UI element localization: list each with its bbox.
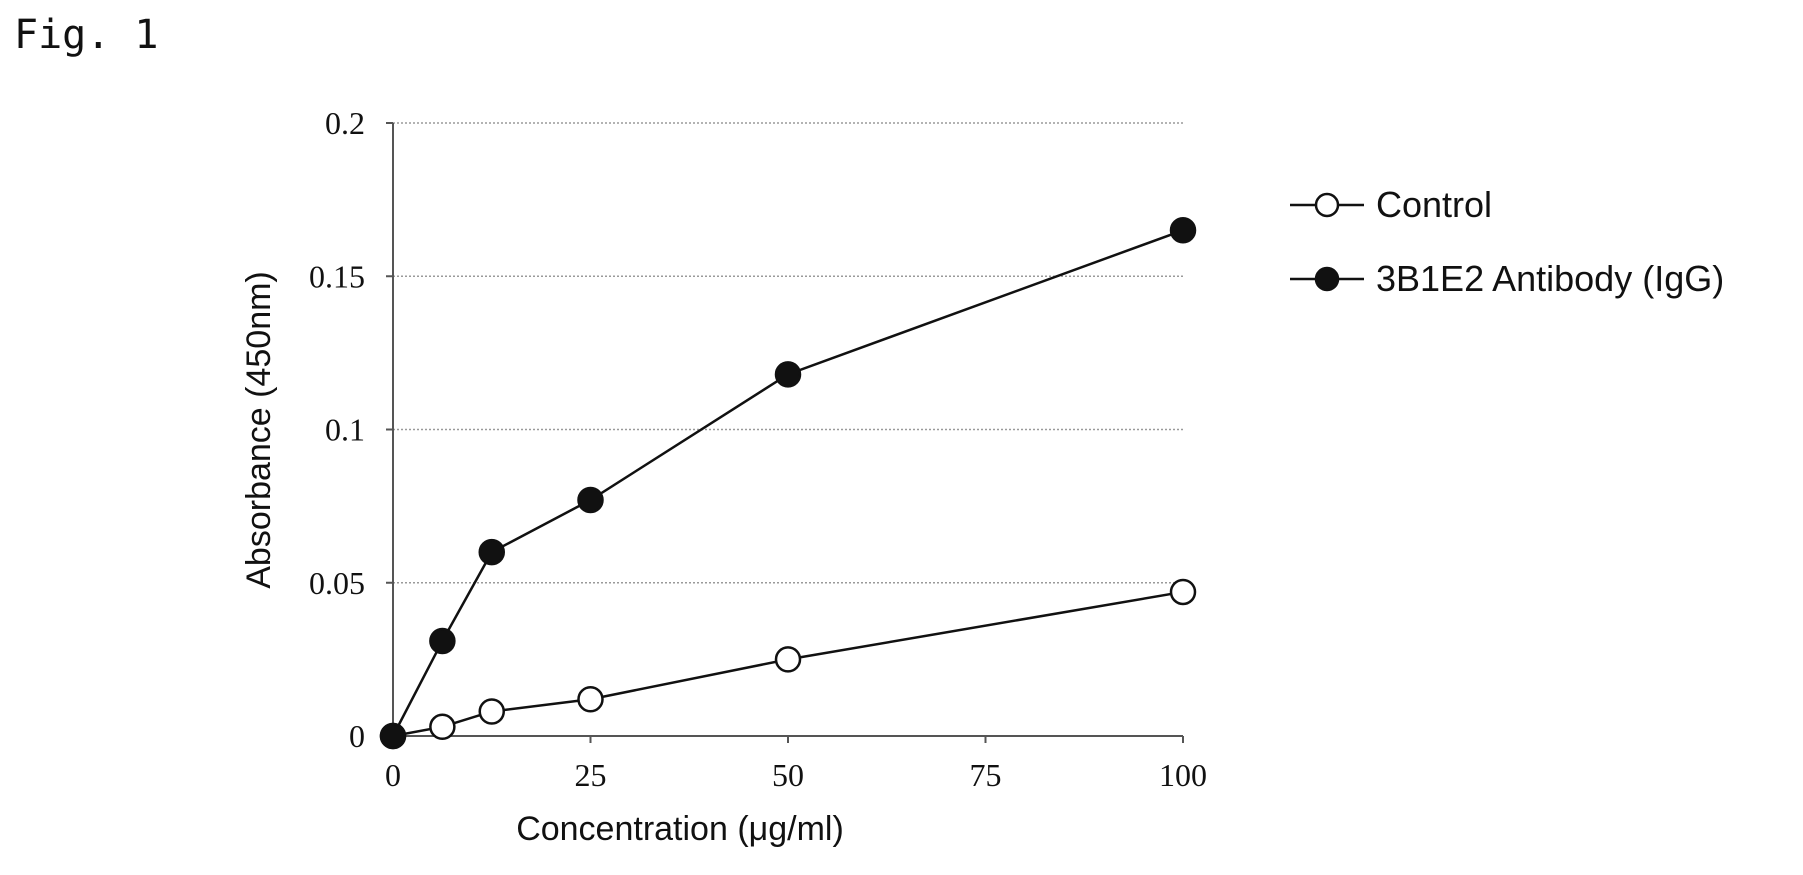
data-point-series-1 xyxy=(379,722,407,750)
series-layer xyxy=(379,217,1197,750)
y-tick-label: 0.15 xyxy=(309,258,365,294)
y-axis-label: Absorbance (450nm) xyxy=(240,271,278,589)
data-point-series-0 xyxy=(1169,578,1197,606)
x-tick-label: 50 xyxy=(772,757,804,793)
y-tick-label: 0.2 xyxy=(325,105,365,141)
data-point-series-1 xyxy=(774,361,802,388)
series-line-1 xyxy=(391,229,1184,737)
y-tick-label: 0.1 xyxy=(325,412,365,448)
x-tick-label: 0 xyxy=(385,757,401,793)
tick-labels: 0 0.05 0.1 0.15 0.2 0 25 50 75 100 xyxy=(309,105,1207,793)
grid-lines xyxy=(393,122,1183,584)
legend-marker-1 xyxy=(1314,266,1340,292)
axes xyxy=(392,123,1183,737)
data-point-series-0 xyxy=(429,713,456,741)
x-tick-label: 100 xyxy=(1159,757,1207,793)
figure-label: Fig. 1 xyxy=(14,12,159,58)
data-point-series-0 xyxy=(577,685,604,713)
data-point-series-1 xyxy=(429,627,456,655)
data-point-series-1 xyxy=(1169,217,1197,244)
x-tick-label: 75 xyxy=(970,757,1002,793)
x-tick-label: 25 xyxy=(575,757,607,793)
data-point-series-0 xyxy=(478,698,505,725)
y-tick-label: 0.05 xyxy=(309,565,365,601)
legend: Control 3B1E2 Antibody (IgG) xyxy=(1290,184,1724,299)
legend-entry-label: Control xyxy=(1376,184,1492,225)
data-point-series-1 xyxy=(577,486,604,514)
data-point-series-1 xyxy=(478,538,505,566)
data-point-series-0 xyxy=(774,646,802,673)
x-axis-label: Concentration (μg/ml) xyxy=(516,810,844,848)
legend-marker-0 xyxy=(1314,192,1340,218)
legend-entry-label: 3B1E2 Antibody (IgG) xyxy=(1376,258,1724,299)
y-tick-label: 0 xyxy=(349,718,365,754)
